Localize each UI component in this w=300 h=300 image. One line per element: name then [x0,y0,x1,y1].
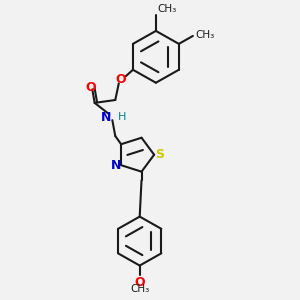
Text: CH₃: CH₃ [130,284,149,294]
Text: N: N [111,159,121,172]
Text: CH₃: CH₃ [158,4,177,14]
Text: N: N [100,111,111,124]
Text: O: O [116,74,127,86]
Text: O: O [134,276,145,289]
Text: CH₃: CH₃ [195,29,214,40]
Text: H: H [118,112,126,122]
Text: S: S [155,148,164,161]
Text: O: O [85,80,96,94]
